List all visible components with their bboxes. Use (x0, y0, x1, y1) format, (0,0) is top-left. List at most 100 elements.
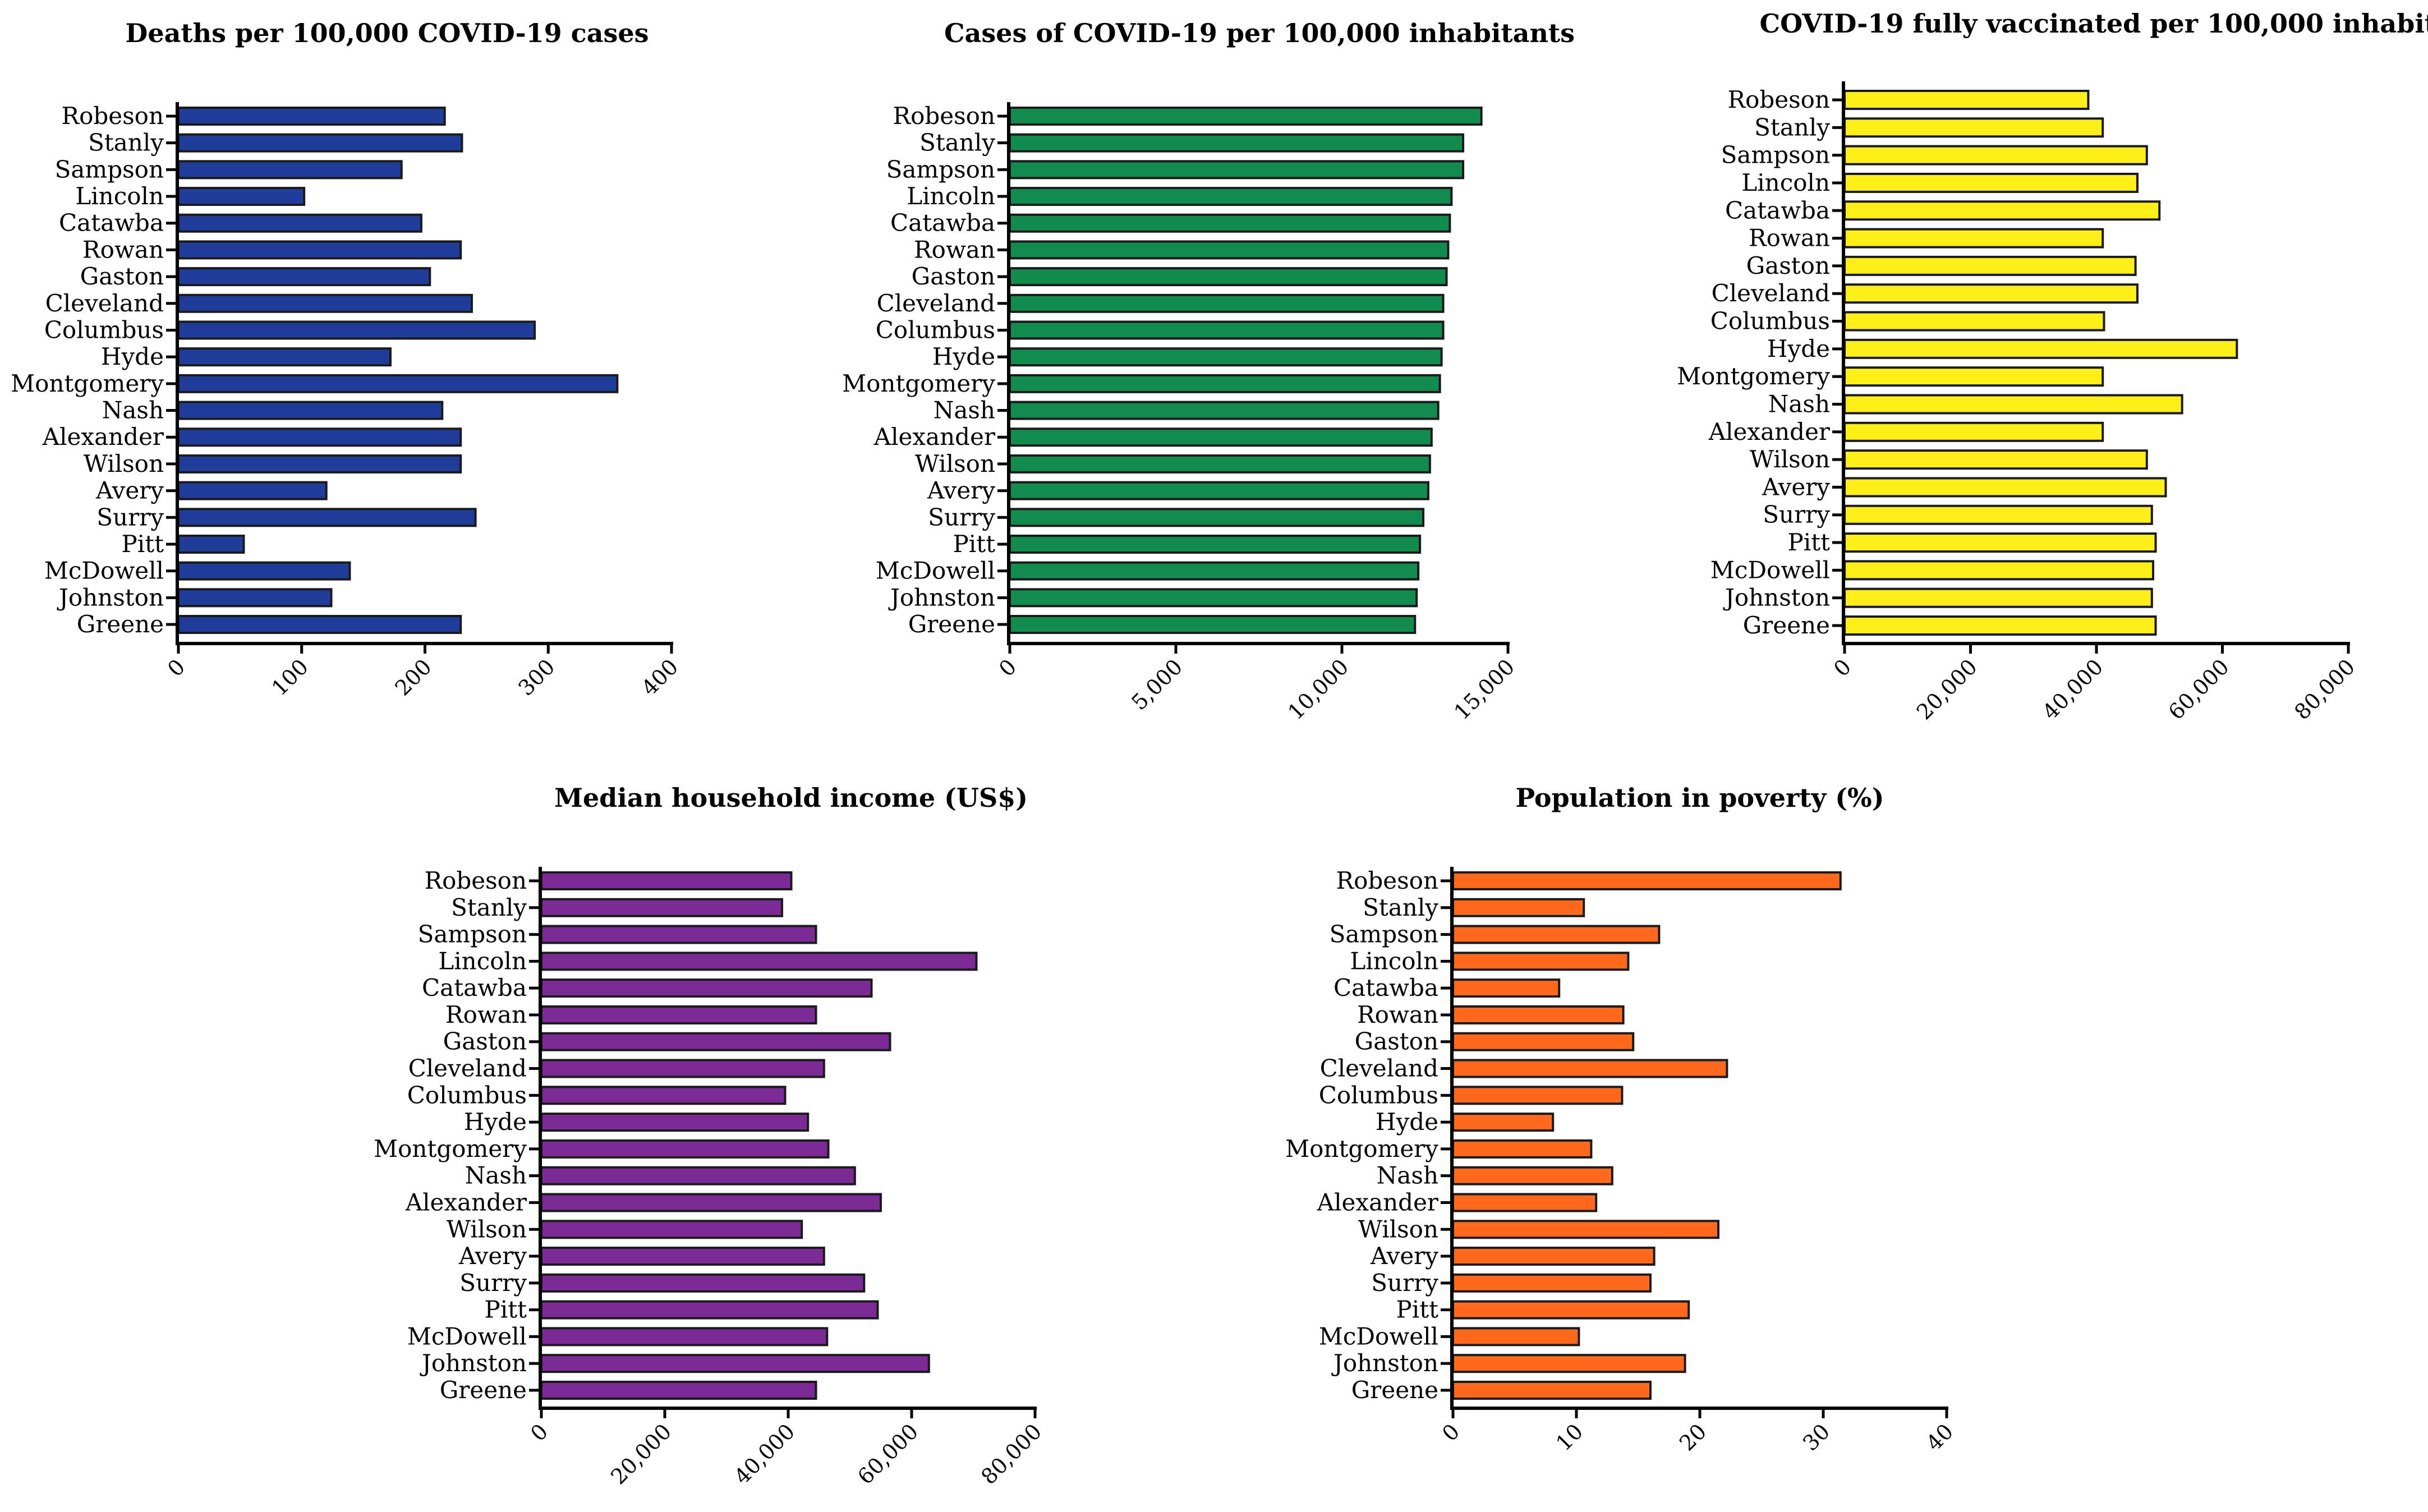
bar-wilson (1009, 454, 1431, 474)
bar-surry (177, 508, 477, 527)
bar-robeson (1452, 871, 1842, 890)
category-label: Surry (1371, 1269, 1438, 1297)
category-label: Pitt (953, 530, 996, 558)
category-label: Johnston (888, 583, 995, 611)
category-label: Alexander (1317, 1188, 1439, 1216)
category-label: Greene (440, 1376, 527, 1404)
chart-title: COVID-19 fully vaccinated per 100,000 in… (1759, 8, 2428, 39)
category-label: Nash (1377, 1162, 1438, 1189)
bar-cleveland (1452, 1059, 1728, 1078)
bar-lincoln (177, 187, 306, 206)
bar-nash (1009, 401, 1440, 420)
category-label: Stanly (1754, 113, 1830, 141)
category-label: Cleveland (1320, 1055, 1438, 1082)
bar-gaston (1009, 267, 1448, 287)
bar-pitt (1843, 532, 2157, 553)
bar-montgomery (1452, 1139, 1593, 1159)
bar-nash (1843, 394, 2183, 415)
bar-gaston (177, 267, 431, 287)
category-label: Avery (1762, 473, 1830, 500)
category-label: Nash (1768, 390, 1830, 417)
x-tick-label: 20 (1675, 1419, 1711, 1455)
bar-pitt (540, 1300, 879, 1320)
bar-rowan (1009, 240, 1450, 260)
x-tick-label: 200 (390, 654, 436, 700)
chart-title: Population in poverty (%) (1515, 783, 1884, 813)
bar-stanly (1009, 133, 1465, 153)
category-label: Rowan (445, 1001, 527, 1028)
x-tick-label: 40 (1921, 1419, 1958, 1455)
bar-rowan (540, 1005, 817, 1024)
category-labels: RobesonStanlySampsonLincolnCatawbaRowanG… (1285, 867, 1439, 1404)
x-tick-label: 40,000 (2038, 654, 2108, 724)
category-label: McDowell (1319, 1322, 1438, 1350)
chart-deaths: Deaths per 100,000 COVID-19 cases Robeso… (11, 18, 683, 701)
x-tick-label: 20,000 (1912, 654, 1982, 724)
bar-avery (1009, 481, 1429, 500)
chart-poverty: Population in poverty (%) RobesonStanlyS… (1285, 783, 1958, 1456)
bar-catawba (1009, 213, 1451, 233)
category-label: Greene (1743, 612, 1830, 639)
category-label: Lincoln (1741, 169, 1830, 196)
chart-cases: Cases of COVID-19 per 100,000 inhabitant… (842, 18, 1575, 724)
bar-lincoln (1452, 952, 1630, 971)
bar-sampson (1843, 145, 2148, 166)
bar-catawba (1843, 200, 2161, 221)
chart-vaccinated: COVID-19 fully vaccinated per 100,000 in… (1677, 8, 2428, 724)
category-label: Surry (96, 503, 164, 531)
category-label: Lincoln (75, 182, 164, 210)
bar-nash (177, 401, 444, 420)
category-label: Stanly (451, 894, 527, 921)
bar-columbus (1452, 1086, 1624, 1105)
bars (1009, 107, 1483, 634)
bar-rowan (1452, 1005, 1625, 1024)
bar-wilson (177, 454, 462, 474)
bars (177, 107, 619, 634)
category-label: Johnston (1723, 584, 1830, 612)
x-tick-label: 30 (1798, 1419, 1834, 1455)
category-label: Nash (465, 1162, 527, 1189)
axes (166, 102, 673, 654)
axes (529, 867, 1037, 1418)
bar-robeson (1009, 107, 1483, 126)
category-label: Rowan (1749, 224, 1830, 252)
bar-rowan (1843, 228, 2104, 249)
chart-title: Deaths per 100,000 COVID-19 cases (125, 18, 649, 48)
category-label: Lincoln (1350, 947, 1438, 975)
category-label: Stanly (919, 129, 995, 157)
bar-robeson (540, 871, 793, 890)
category-label: Cleveland (45, 289, 164, 317)
bar-lincoln (540, 952, 978, 971)
category-label: Alexander (405, 1188, 527, 1216)
bar-sampson (1009, 160, 1465, 180)
bar-hyde (1843, 338, 2238, 359)
category-label: Cleveland (877, 289, 995, 317)
category-label: Alexander (1708, 418, 1831, 445)
category-label: Columbus (407, 1081, 527, 1109)
category-label: Catawba (1333, 974, 1438, 1001)
bar-hyde (1009, 347, 1443, 367)
bar-hyde (540, 1113, 810, 1132)
category-label: Hyde (101, 343, 164, 370)
x-tick-label: 400 (637, 654, 683, 700)
bar-alexander (1843, 421, 2104, 442)
category-label: Alexander (873, 423, 996, 451)
bar-catawba (540, 978, 873, 998)
category-label: Johnston (420, 1349, 527, 1377)
bar-montgomery (177, 374, 619, 393)
category-label: Wilson (1750, 445, 1830, 473)
category-label: Gaston (80, 263, 164, 290)
bar-columbus (1009, 320, 1445, 340)
category-label: Columbus (1710, 307, 1830, 335)
category-label: Gaston (443, 1028, 527, 1055)
category-label: Wilson (84, 450, 164, 477)
bar-nash (1452, 1166, 1613, 1185)
bar-montgomery (540, 1139, 830, 1159)
category-label: Catawba (890, 209, 995, 237)
chart-title: Median household income (US$) (554, 783, 1028, 813)
category-label: Surry (459, 1269, 527, 1297)
category-label: Gaston (1746, 252, 1830, 279)
category-label: Columbus (44, 316, 164, 343)
category-label: Hyde (1376, 1108, 1438, 1136)
